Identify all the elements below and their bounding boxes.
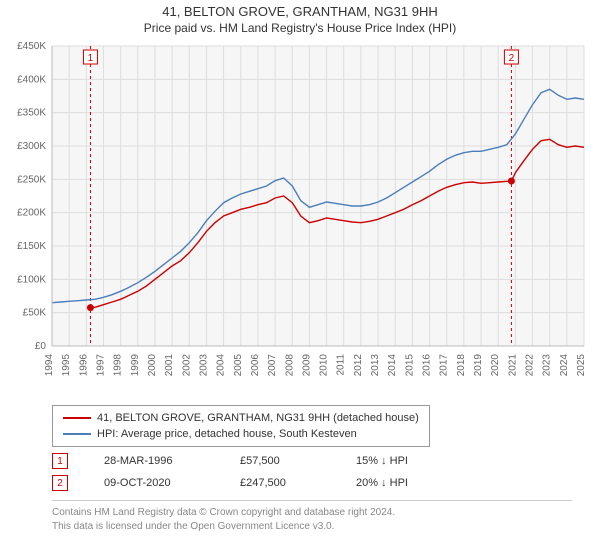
svg-text:2000: 2000 <box>147 354 158 377</box>
sale-price: £57,500 <box>240 455 320 467</box>
legend-row-2: HPI: Average price, detached house, Sout… <box>63 426 419 442</box>
svg-text:1996: 1996 <box>78 354 89 377</box>
svg-text:£0: £0 <box>35 341 47 352</box>
sale-date: 09-OCT-2020 <box>104 477 204 489</box>
sale-delta: 15% ↓ HPI <box>356 455 408 467</box>
legend: 41, BELTON GROVE, GRANTHAM, NG31 9HH (de… <box>52 405 430 447</box>
svg-text:2025: 2025 <box>576 354 587 377</box>
footer: Contains HM Land Registry data © Crown c… <box>52 506 395 534</box>
svg-text:£400K: £400K <box>17 74 46 85</box>
svg-text:2007: 2007 <box>267 354 278 377</box>
svg-text:£450K: £450K <box>17 41 46 52</box>
titles: 41, BELTON GROVE, GRANTHAM, NG31 9HH Pri… <box>0 0 600 35</box>
legend-label-2: HPI: Average price, detached house, Sout… <box>97 426 357 442</box>
svg-text:2005: 2005 <box>233 354 244 377</box>
svg-text:2020: 2020 <box>490 354 501 377</box>
svg-text:2017: 2017 <box>439 354 450 377</box>
svg-text:2001: 2001 <box>164 354 175 377</box>
chart-svg: £0 £50K £100K £150K £200K £250K £300K £350K £400… <box>8 40 592 400</box>
legend-swatch-2 <box>63 433 91 435</box>
svg-text:1: 1 <box>88 53 94 64</box>
legend-row-1: 41, BELTON GROVE, GRANTHAM, NG31 9HH (de… <box>63 410 419 426</box>
svg-text:2018: 2018 <box>456 354 467 377</box>
svg-text:1994: 1994 <box>44 354 55 377</box>
svg-text:2009: 2009 <box>301 354 312 377</box>
svg-text:2006: 2006 <box>250 354 261 377</box>
svg-text:2016: 2016 <box>422 354 433 377</box>
marker-badge-1: 1 <box>52 453 68 469</box>
svg-text:2011: 2011 <box>336 354 347 376</box>
table-row: 1 28-MAR-1996 £57,500 15% ↓ HPI <box>52 450 572 472</box>
svg-text:2: 2 <box>509 53 515 64</box>
svg-text:£100K: £100K <box>17 274 46 285</box>
legend-swatch-1 <box>63 417 91 419</box>
svg-text:£300K: £300K <box>17 141 46 152</box>
sales-table: 1 28-MAR-1996 £57,500 15% ↓ HPI 2 09-OCT… <box>52 450 572 494</box>
footer-line-1: Contains HM Land Registry data © Crown c… <box>52 506 395 520</box>
svg-text:2013: 2013 <box>370 354 381 377</box>
svg-text:2024: 2024 <box>559 354 570 377</box>
svg-text:2023: 2023 <box>542 354 553 377</box>
svg-text:1998: 1998 <box>113 354 124 377</box>
divider <box>52 500 572 501</box>
sale-price: £247,500 <box>240 477 320 489</box>
svg-text:2014: 2014 <box>387 354 398 377</box>
svg-text:2019: 2019 <box>473 354 484 377</box>
svg-text:2004: 2004 <box>216 354 227 377</box>
svg-text:2022: 2022 <box>525 354 536 377</box>
title-main: 41, BELTON GROVE, GRANTHAM, NG31 9HH <box>0 4 600 19</box>
svg-text:2015: 2015 <box>404 354 415 377</box>
svg-text:1995: 1995 <box>61 354 72 377</box>
svg-text:£250K: £250K <box>17 174 46 185</box>
sale-date: 28-MAR-1996 <box>104 455 204 467</box>
chart-container: 41, BELTON GROVE, GRANTHAM, NG31 9HH Pri… <box>0 0 600 560</box>
svg-text:£150K: £150K <box>17 241 46 252</box>
svg-text:£50K: £50K <box>23 308 47 319</box>
svg-text:2003: 2003 <box>198 354 209 377</box>
svg-text:2010: 2010 <box>319 354 330 377</box>
svg-text:2002: 2002 <box>181 354 192 377</box>
marker-badge-2: 2 <box>52 475 68 491</box>
svg-text:£350K: £350K <box>17 108 46 119</box>
svg-text:1999: 1999 <box>130 354 141 377</box>
svg-text:1997: 1997 <box>95 354 106 377</box>
title-sub: Price paid vs. HM Land Registry's House … <box>0 21 600 35</box>
legend-label-1: 41, BELTON GROVE, GRANTHAM, NG31 9HH (de… <box>97 410 419 426</box>
footer-line-2: This data is licensed under the Open Gov… <box>52 520 395 534</box>
svg-text:2021: 2021 <box>507 354 518 377</box>
sale-delta: 20% ↓ HPI <box>356 477 408 489</box>
table-row: 2 09-OCT-2020 £247,500 20% ↓ HPI <box>52 472 572 494</box>
svg-text:£200K: £200K <box>17 208 46 219</box>
svg-text:2012: 2012 <box>353 354 364 377</box>
svg-text:2008: 2008 <box>284 354 295 377</box>
chart-area: £0 £50K £100K £150K £200K £250K £300K £350K £400… <box>8 40 592 400</box>
